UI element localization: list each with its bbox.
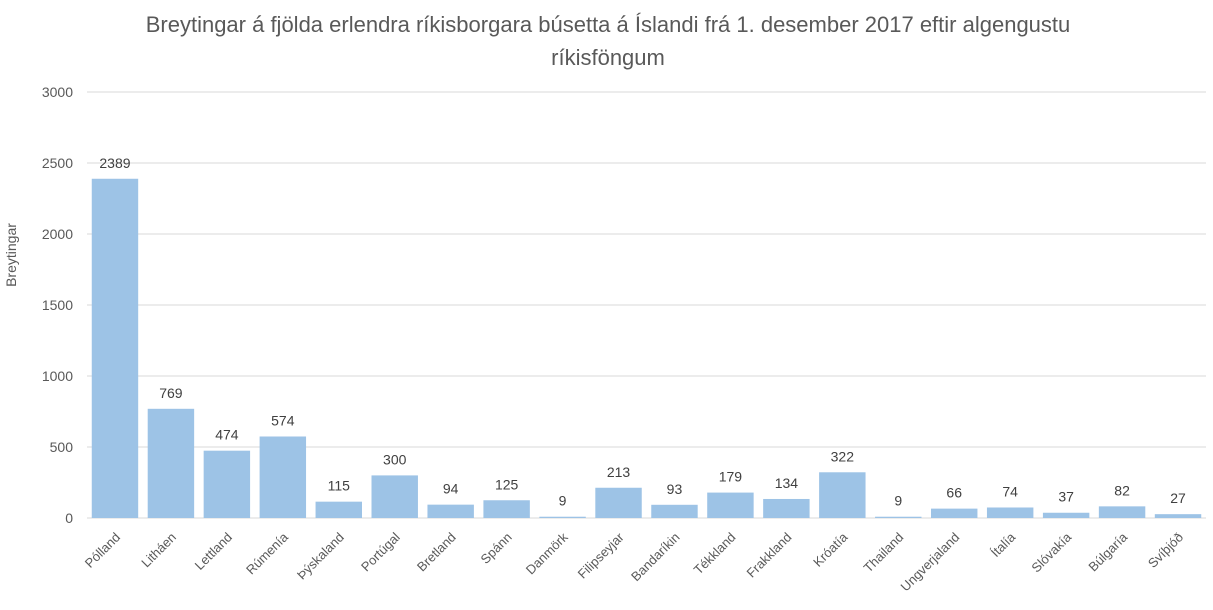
bar bbox=[875, 516, 922, 518]
x-tick-label: Ítalía bbox=[988, 529, 1019, 560]
x-tick-label: Frakkland bbox=[744, 530, 795, 581]
data-label: 322 bbox=[831, 448, 855, 464]
bar bbox=[1042, 512, 1090, 518]
data-label: 93 bbox=[667, 481, 683, 497]
y-tick-label: 500 bbox=[50, 439, 74, 455]
bar bbox=[1098, 506, 1146, 518]
x-tick-label: Bandaríkin bbox=[628, 530, 683, 585]
data-label: 94 bbox=[443, 481, 459, 497]
x-tick-label: Þýskaland bbox=[294, 530, 347, 583]
x-tick-label: Thailand bbox=[861, 530, 907, 576]
x-axis-ticks: Pólland Litháen Lettland Rúmenía Þýskaland Po… bbox=[82, 529, 1186, 594]
x-tick-label: Króatía bbox=[810, 529, 851, 570]
x-tick-label: Spánn bbox=[478, 530, 515, 567]
bar bbox=[819, 472, 866, 518]
data-label: 300 bbox=[383, 451, 407, 467]
gridlines bbox=[87, 91, 1206, 519]
data-label: 213 bbox=[607, 464, 631, 480]
y-tick-label: 1000 bbox=[42, 368, 73, 384]
x-tick-label: Litháen bbox=[138, 530, 179, 571]
y-tick-label: 3000 bbox=[42, 84, 73, 100]
x-tick-label: Danmörk bbox=[523, 529, 571, 577]
data-label: 125 bbox=[495, 476, 519, 492]
data-label: 9 bbox=[559, 493, 567, 509]
data-label: 769 bbox=[159, 385, 183, 401]
bar bbox=[315, 501, 362, 518]
bar bbox=[763, 498, 810, 518]
x-tick-label: Portúgal bbox=[358, 529, 403, 574]
data-label: 474 bbox=[215, 427, 239, 443]
x-tick-label: Svíþjóð bbox=[1145, 530, 1186, 571]
data-label: 2389 bbox=[99, 155, 130, 171]
data-label: 134 bbox=[775, 475, 799, 491]
y-axis-ticks: 0 500 1000 1500 2000 2500 3000 bbox=[42, 84, 73, 526]
data-label: 82 bbox=[1114, 482, 1130, 498]
bar bbox=[259, 436, 307, 518]
bar bbox=[483, 500, 530, 518]
bar bbox=[203, 450, 251, 518]
x-tick-label: Slóvakía bbox=[1028, 529, 1074, 575]
data-labels: 2389 769 474 574 115 300 94 125 9 213 93 179 134 322 9… bbox=[99, 155, 1186, 509]
bar bbox=[651, 504, 698, 518]
data-label: 27 bbox=[1170, 490, 1186, 506]
y-tick-label: 0 bbox=[65, 510, 73, 526]
bar bbox=[931, 508, 978, 518]
x-tick-label: Ungverjaland bbox=[898, 530, 963, 595]
x-tick-label: Búlgaría bbox=[1085, 529, 1130, 574]
data-label: 74 bbox=[1002, 483, 1018, 499]
bar bbox=[147, 408, 195, 518]
x-tick-label: Filipseyjar bbox=[575, 529, 627, 581]
data-label: 37 bbox=[1058, 489, 1074, 505]
bar bbox=[427, 504, 474, 518]
data-label: 179 bbox=[719, 469, 743, 485]
chart-title: Breytingar á fjölda erlendra ríkisborgar… bbox=[145, 12, 1071, 70]
data-label: 574 bbox=[271, 412, 295, 428]
bar bbox=[91, 178, 139, 518]
bar bbox=[707, 492, 754, 518]
bar bbox=[1154, 514, 1202, 518]
y-axis-label: Breytingar bbox=[3, 223, 19, 287]
data-label: 115 bbox=[328, 478, 351, 494]
bar bbox=[986, 507, 1034, 518]
x-tick-label: Rúmenía bbox=[243, 529, 291, 577]
bars bbox=[91, 178, 1202, 518]
bar bbox=[539, 516, 586, 518]
bar bbox=[371, 475, 418, 518]
x-tick-label: Bretland bbox=[414, 530, 459, 575]
data-label: 66 bbox=[946, 485, 962, 501]
y-tick-label: 2000 bbox=[42, 226, 73, 242]
x-tick-label: Tékkland bbox=[691, 530, 739, 578]
y-tick-label: 1500 bbox=[42, 297, 73, 313]
bar bbox=[595, 487, 642, 518]
x-tick-label: Pólland bbox=[82, 530, 123, 571]
data-label: 9 bbox=[894, 493, 902, 509]
x-tick-label: Lettland bbox=[192, 530, 235, 573]
y-tick-label: 2500 bbox=[42, 155, 73, 171]
